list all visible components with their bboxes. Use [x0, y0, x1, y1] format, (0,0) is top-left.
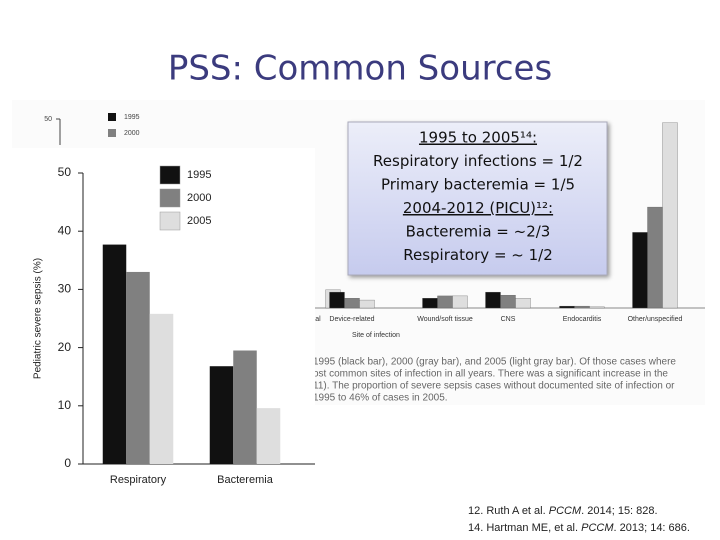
bar: [559, 305, 575, 309]
y-axis-label: Pediatric severe sepsis (%): [33, 258, 44, 379]
legend-label: 1995: [124, 114, 140, 121]
background-chart: 50 al Device-related Wound/soft tissue CNS En…: [44, 113, 705, 339]
legend-swatch: [159, 211, 181, 231]
bar: [329, 291, 345, 309]
caption: 1995 (black bar), 2000 (gray bar), and 2…: [313, 357, 676, 404]
callout-line: 2004-2012 (PICU)¹²:: [403, 199, 553, 217]
legend-label: 2000: [187, 192, 211, 204]
x-tick-label: Device-related: [329, 316, 374, 323]
caption-line: ost common sites of infection in all yea…: [313, 369, 668, 380]
reference-part: . 2014; 15: 828.: [581, 505, 657, 517]
y-tick-label: 50: [44, 116, 52, 123]
bar: [500, 294, 516, 309]
x-tick-label: Respiratory: [110, 474, 167, 486]
callout-line: Primary bacteremia = 1/5: [381, 176, 575, 194]
reference-part: PCCM: [581, 522, 614, 534]
legend-swatch: [159, 165, 181, 185]
bar: [209, 366, 234, 464]
y-tick-label: 40: [58, 223, 72, 237]
reference-part: 14. Hartman ME, et al.: [468, 522, 581, 534]
x-tick-label: al: [315, 316, 321, 323]
bar: [126, 271, 150, 464]
bar: [662, 122, 678, 309]
bar: [574, 305, 590, 309]
y-tick-label: 30: [58, 282, 72, 296]
bar: [632, 232, 648, 309]
bar: [515, 298, 531, 309]
bar: [589, 306, 605, 309]
bar: [422, 298, 438, 309]
bar: [344, 298, 360, 309]
y-tick-label: 20: [58, 340, 72, 354]
slide-title: PSS: Common Sources: [168, 49, 552, 89]
x-tick-label: Wound/soft tissue: [417, 316, 473, 323]
reference-part: 12. Ruth A et al.: [468, 505, 549, 517]
bar: [485, 291, 501, 309]
legend-swatch: [159, 188, 181, 208]
x-tick-label: CNS: [501, 316, 516, 323]
legend-swatch: [108, 129, 116, 137]
x-tick-label: Bacteremia: [217, 474, 274, 486]
legend-label: 1995: [187, 169, 211, 181]
callout-line: 1995 to 2005¹⁴:: [419, 129, 537, 147]
callout: 1995 to 2005¹⁴: Respiratory infections = …: [373, 129, 583, 265]
bar: [359, 299, 375, 309]
caption-line: 1995 (black bar), 2000 (gray bar), and 2…: [313, 357, 676, 368]
bar: [233, 350, 257, 464]
x-tick-label: Endocarditis: [563, 316, 602, 323]
main-chart: 0 10 20 30 40 50 Pediatric severe sepsis (%) Re…: [33, 165, 315, 486]
bar: [437, 295, 453, 309]
reference-part: . 2013; 14: 686.: [614, 522, 690, 534]
x-tick-label: Other/unspecified: [628, 316, 683, 323]
reference-part: PCCM: [549, 505, 582, 517]
bar: [102, 244, 127, 464]
y-tick-label: 0: [64, 456, 71, 470]
reference: 14. Hartman ME, et al. PCCM. 2013; 14: 6…: [468, 522, 690, 534]
callout-line: Bacteremia = ~2/3: [406, 223, 551, 241]
callout-line: Respiratory infections = 1/2: [373, 152, 583, 170]
references: 12. Ruth A et al. PCCM. 2014; 15: 828.14…: [468, 505, 690, 534]
y-tick-label: 10: [58, 398, 72, 412]
callout-box: [347, 121, 608, 276]
y-tick-label: 50: [58, 165, 72, 179]
reference: 12. Ruth A et al. PCCM. 2014; 15: 828.: [468, 505, 658, 517]
bar: [452, 295, 468, 309]
caption-line: 1995 to 46% of cases in 2005.: [313, 393, 448, 404]
bar: [256, 408, 281, 464]
bar: [149, 313, 174, 464]
caption-line: 11). The proportion of severe sepsis cas…: [313, 381, 675, 392]
bar: [647, 206, 663, 309]
legend-swatch: [108, 113, 116, 121]
x-axis-label: Site of infection: [352, 332, 400, 339]
legend-label: 2005: [187, 215, 211, 227]
callout-line: Respiratory = ~ 1/2: [403, 246, 553, 264]
legend-label: 2000: [124, 130, 140, 137]
